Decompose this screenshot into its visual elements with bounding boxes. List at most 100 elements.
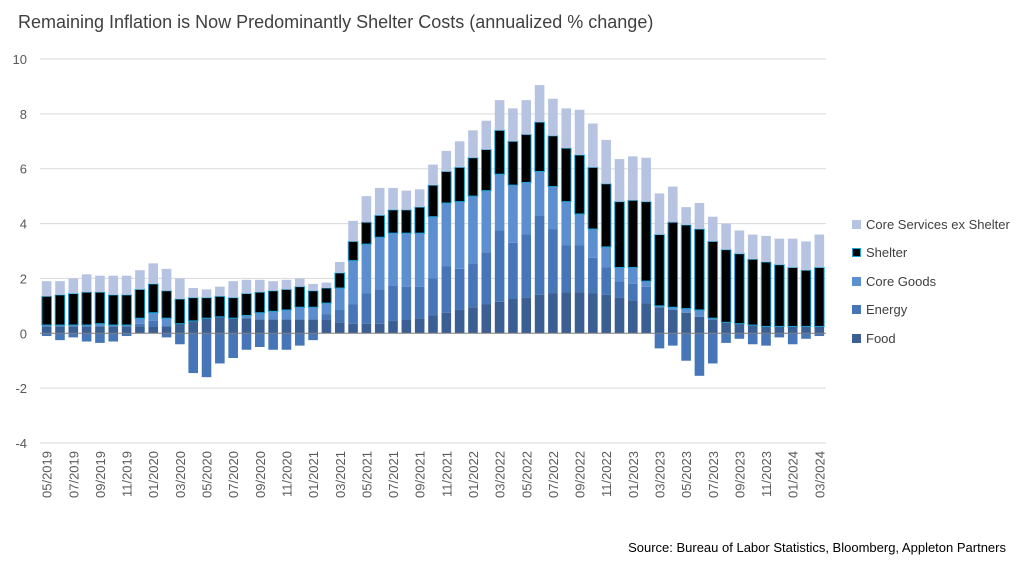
axes: -4 -2 0 2 4 6 8 10 05/2019 07/2019 09/2019 11/2019 0… (13, 52, 828, 498)
bar-core-services-ex-shelter (734, 230, 745, 254)
bar-food (721, 322, 731, 334)
bar-shelter (321, 287, 332, 304)
bar-core-services-ex-shelter (161, 268, 172, 291)
bar-core-goods (121, 325, 132, 327)
bar-shelter (54, 294, 66, 326)
bar-food (228, 318, 238, 334)
bar-shelter (534, 121, 545, 172)
bar-energy (401, 286, 412, 320)
legend-swatch (852, 333, 861, 343)
bar-energy (428, 278, 438, 316)
bar-food (588, 293, 598, 334)
bar-shelter (107, 294, 119, 326)
bar-core-goods (561, 201, 572, 246)
bar-shelter (600, 183, 612, 248)
bar-core-goods (641, 281, 651, 287)
x-tick-label: 05/2022 (519, 451, 534, 498)
bar-energy (681, 333, 691, 361)
bar-food (321, 319, 332, 334)
bar-energy (534, 215, 545, 295)
bar-food (428, 315, 438, 334)
bar-shelter (68, 293, 79, 326)
bar-core-goods (135, 318, 145, 324)
legend-swatch (852, 276, 861, 286)
bar-core-goods (41, 325, 52, 327)
bar-core-goods (294, 307, 305, 320)
bar-core-goods (68, 325, 79, 327)
bar-shelter (494, 129, 505, 175)
bar-food (348, 323, 358, 334)
bar-energy (801, 333, 811, 339)
bar-energy (774, 333, 785, 338)
bar-shelter (627, 199, 639, 268)
x-tick-label: 01/2021 (306, 451, 321, 498)
bar-core-goods (321, 303, 332, 315)
bar-core-services-ex-shelter (81, 274, 92, 293)
bar-food (374, 323, 385, 334)
bar-core-goods (334, 288, 345, 310)
bar-food (681, 312, 691, 334)
bar-shelter (81, 291, 92, 326)
bar-shelter (507, 140, 519, 186)
bar-core-services-ex-shelter (201, 289, 212, 298)
bar-core-goods (414, 233, 425, 287)
bar-energy (588, 257, 598, 294)
bar-shelter (760, 261, 772, 327)
bar-core-services-ex-shelter (508, 108, 518, 142)
bar-core-goods (614, 267, 625, 282)
bar-food (508, 299, 518, 334)
bar-food (601, 294, 611, 334)
bar-core-services-ex-shelter (135, 270, 145, 290)
bar-energy (761, 333, 771, 346)
bar-core-services-ex-shelter (561, 108, 572, 149)
bar-energy (508, 242, 518, 299)
bar-core-services-ex-shelter (321, 282, 332, 289)
bar-core-goods (654, 305, 665, 308)
x-tick-label: 07/2022 (546, 451, 561, 498)
bar-energy (281, 333, 292, 350)
legend-item: Core Services ex Shelter (852, 210, 1010, 239)
bar-energy (707, 333, 718, 364)
x-tick-label: 09/2022 (573, 451, 588, 498)
bar-energy (321, 314, 332, 320)
x-tick-label: 07/2019 (66, 451, 81, 498)
bar-food (481, 304, 492, 334)
bar-core-services-ex-shelter (175, 278, 185, 299)
bar-energy (95, 333, 105, 343)
x-tick-label: 01/2023 (626, 451, 641, 498)
bar-shelter (747, 258, 759, 326)
bar-core-goods (255, 312, 265, 320)
bar-food (574, 292, 585, 334)
bar-shelter (414, 206, 425, 234)
bar-food (801, 326, 811, 334)
bars (41, 85, 825, 378)
bar-food (561, 292, 572, 334)
x-tick-label: 03/2024 (812, 451, 827, 498)
bar-shelter (667, 221, 679, 308)
y-tick-label: 10 (13, 52, 27, 67)
bar-energy (694, 333, 705, 376)
legend-label: Food (866, 330, 896, 346)
legend-label: Energy (866, 302, 908, 318)
x-tick-label: 09/2019 (93, 451, 108, 498)
bar-core-goods (81, 325, 92, 327)
bar-energy (574, 245, 585, 293)
x-tick-label: 11/2022 (599, 451, 614, 497)
bar-core-services-ex-shelter (348, 220, 358, 242)
legend-label: Core Services ex Shelter (866, 216, 1010, 232)
bar-core-services-ex-shelter (721, 223, 731, 250)
bar-food (814, 326, 825, 334)
bar-shelter (774, 264, 785, 327)
bar-core-services-ex-shelter (55, 281, 65, 295)
source-note: Source: Bureau of Labor Statistics, Bloo… (628, 540, 1006, 555)
bar-energy (614, 281, 625, 298)
bar-shelter (640, 201, 652, 282)
bar-shelter (467, 157, 479, 197)
y-tick-label: 8 (20, 107, 27, 122)
bar-food (175, 323, 185, 334)
bar-core-services-ex-shelter (108, 275, 119, 295)
bar-energy (188, 333, 198, 374)
bar-energy (255, 333, 265, 347)
x-tick-label: 03/2023 (652, 451, 667, 498)
bar-shelter (560, 147, 572, 203)
